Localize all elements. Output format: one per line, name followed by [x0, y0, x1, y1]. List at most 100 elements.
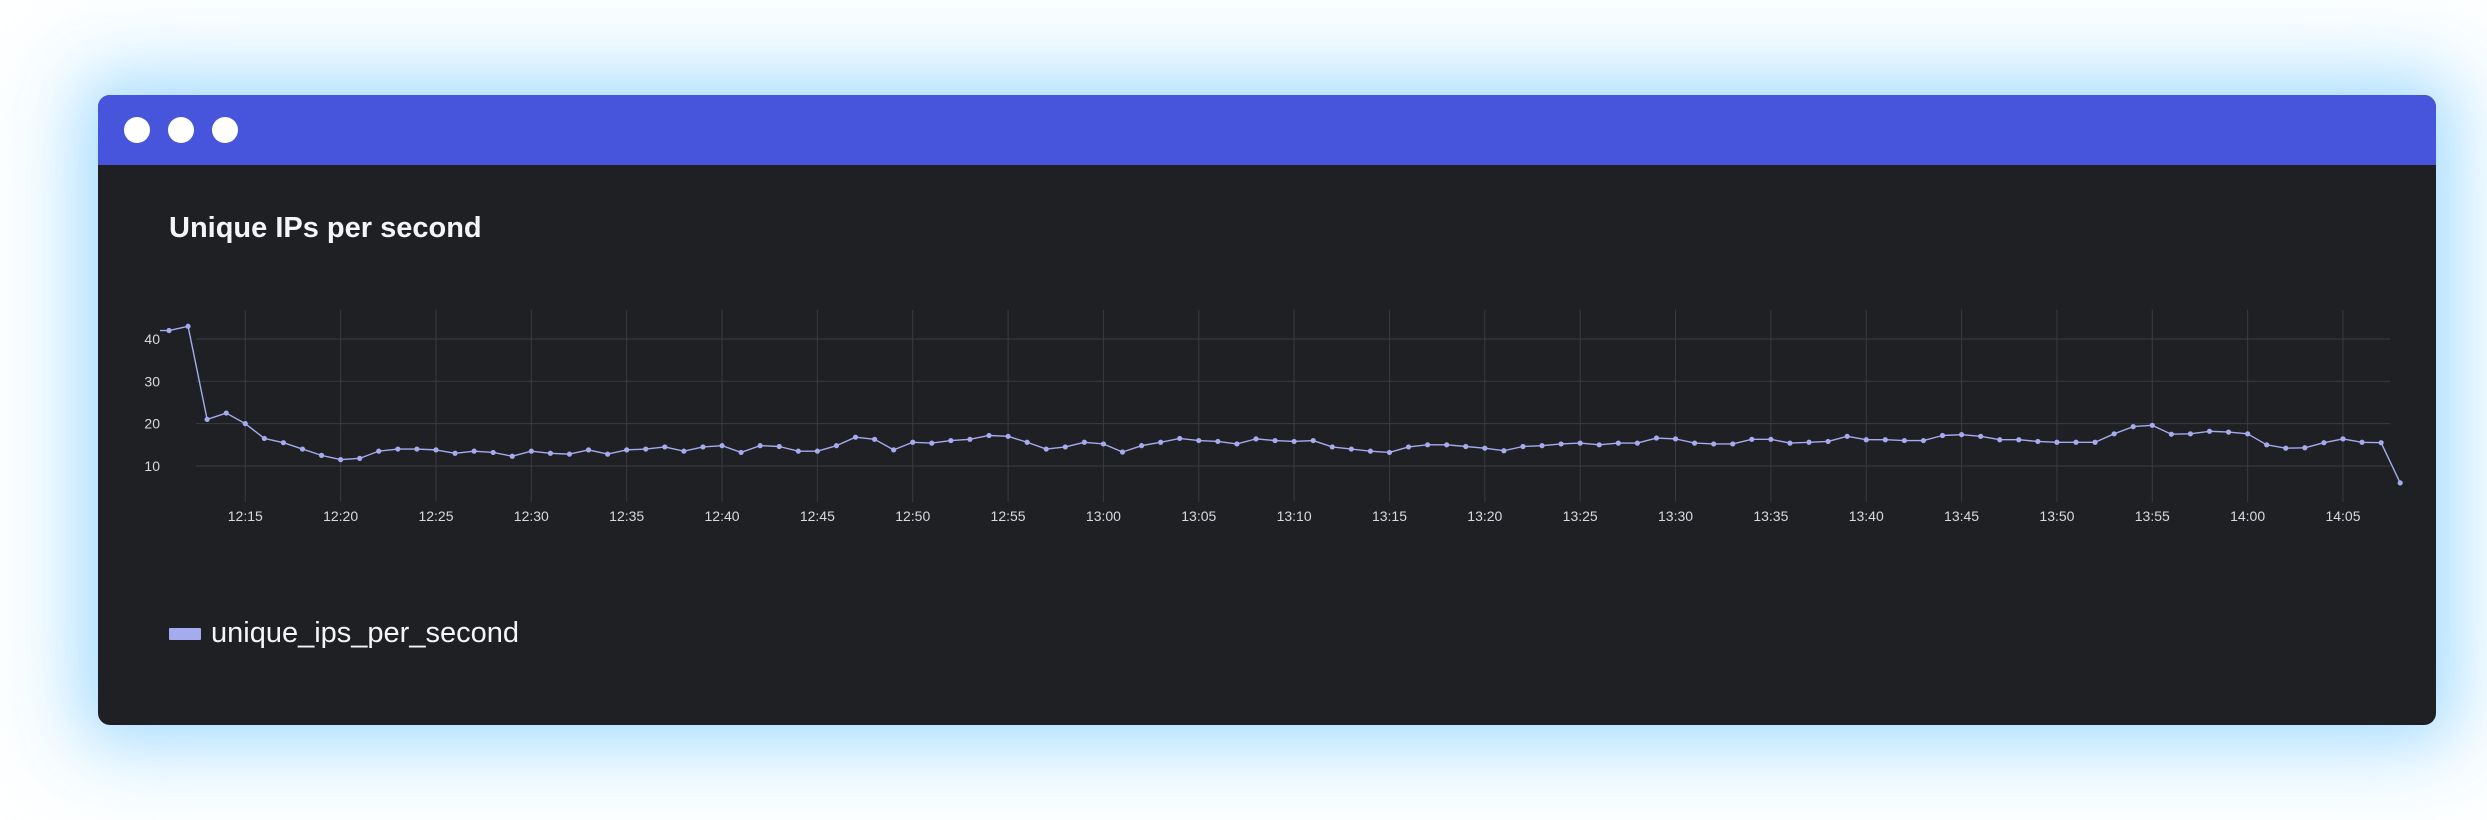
- data-point: [1882, 437, 1888, 443]
- data-point: [2359, 439, 2365, 445]
- data-point: [2245, 431, 2251, 437]
- data-point: [2283, 445, 2289, 451]
- x-tick-label: 12:55: [991, 508, 1026, 524]
- data-point: [2264, 442, 2270, 448]
- data-point: [2168, 431, 2174, 437]
- x-tick-label: 13:45: [1944, 508, 1979, 524]
- x-tick-label: 13:05: [1181, 508, 1216, 524]
- data-point: [1978, 433, 1984, 439]
- data-point: [1806, 439, 1812, 445]
- x-tick-label: 12:20: [323, 508, 358, 524]
- data-point: [1958, 432, 1965, 438]
- data-point: [1768, 436, 1774, 442]
- data-point: [1158, 439, 1164, 445]
- x-tick-label: 13:35: [1753, 508, 1788, 524]
- data-point: [2073, 439, 2079, 445]
- data-point: [681, 448, 687, 454]
- y-tick-label: 10: [144, 458, 160, 474]
- data-point: [1844, 433, 1850, 439]
- data-point: [2149, 422, 2155, 428]
- data-point: [2092, 439, 2098, 445]
- data-point: [1348, 446, 1354, 452]
- data-point: [1177, 435, 1183, 442]
- data-point: [204, 416, 210, 423]
- data-point: [185, 323, 191, 329]
- data-point: [1634, 440, 1640, 446]
- data-point: [1711, 441, 1717, 447]
- data-point: [757, 443, 763, 449]
- data-point: [891, 447, 897, 453]
- chart-legend[interactable]: unique_ips_per_second: [169, 617, 519, 650]
- data-point: [624, 447, 630, 453]
- x-tick-label: 13:10: [1277, 508, 1312, 524]
- data-point: [509, 453, 515, 459]
- data-point: [1539, 443, 1545, 449]
- data-point: [2054, 439, 2060, 445]
- data-point: [1482, 445, 1488, 451]
- window-titlebar: [98, 95, 2436, 165]
- data-point: [2340, 436, 2346, 442]
- data-point: [2321, 440, 2327, 446]
- data-point: [986, 432, 992, 439]
- data-point: [1234, 441, 1240, 447]
- data-point: [318, 452, 325, 458]
- data-point: [1272, 437, 1278, 444]
- data-point: [280, 440, 287, 446]
- x-tick-label: 12:45: [800, 508, 835, 524]
- window-close-dot[interactable]: [124, 117, 150, 143]
- data-point: [490, 449, 496, 456]
- data-point: [2378, 440, 2384, 446]
- data-point: [261, 435, 267, 442]
- data-point: [1787, 440, 1793, 446]
- data-point: [605, 451, 611, 457]
- line-chart: 40 30 20 10 12:15 12:20 12:25 12:30 12:35 12:40 12…: [144, 310, 2403, 524]
- data-point: [1386, 449, 1393, 456]
- data-point: [1024, 439, 1030, 445]
- series-line-unique-ips: [160, 325, 2401, 484]
- x-tick-label: 13:40: [1849, 508, 1884, 524]
- data-point: [2397, 480, 2403, 486]
- data-point: [1138, 443, 1145, 449]
- app-window: Unique IPs per second 40 30 20 10 12:15 12:20…: [98, 95, 2436, 725]
- window-minimize-dot[interactable]: [168, 117, 194, 143]
- data-point: [1596, 442, 1602, 448]
- data-point: [1939, 432, 1946, 439]
- x-tick-label: 12:25: [418, 508, 453, 524]
- x-tick-label: 13:55: [2135, 508, 2170, 524]
- data-point: [1291, 438, 1297, 445]
- data-point: [1405, 444, 1412, 450]
- data-point: [357, 455, 363, 461]
- data-point: [528, 448, 534, 454]
- data-point: [1100, 441, 1107, 447]
- data-point: [1005, 433, 1011, 439]
- x-tick-label: 13:15: [1372, 508, 1407, 524]
- data-point: [1615, 440, 1621, 446]
- data-point: [1672, 436, 1679, 442]
- x-tick-label: 14:05: [2325, 508, 2360, 524]
- data-point: [1329, 444, 1335, 450]
- data-point: [1062, 444, 1068, 450]
- y-tick-label: 30: [144, 373, 160, 389]
- legend-label: unique_ips_per_second: [211, 617, 519, 649]
- data-point: [700, 444, 706, 450]
- legend-swatch: [169, 627, 201, 640]
- window-maximize-dot[interactable]: [212, 117, 238, 143]
- x-tick-label: 13:25: [1563, 508, 1598, 524]
- data-point: [1215, 438, 1221, 445]
- data-point: [299, 446, 306, 452]
- data-point: [414, 446, 420, 452]
- data-point: [1863, 437, 1869, 443]
- data-point: [376, 448, 382, 454]
- data-point: [166, 327, 172, 334]
- data-point: [242, 421, 248, 427]
- data-point: [1501, 448, 1507, 454]
- data-point: [795, 448, 801, 454]
- data-point: [471, 448, 477, 454]
- data-point: [662, 444, 668, 450]
- data-point: [1253, 436, 1259, 442]
- data-point: [433, 447, 439, 453]
- data-point: [1520, 443, 1526, 450]
- data-point: [1463, 443, 1469, 450]
- data-point: [338, 457, 344, 463]
- data-point: [1749, 436, 1755, 442]
